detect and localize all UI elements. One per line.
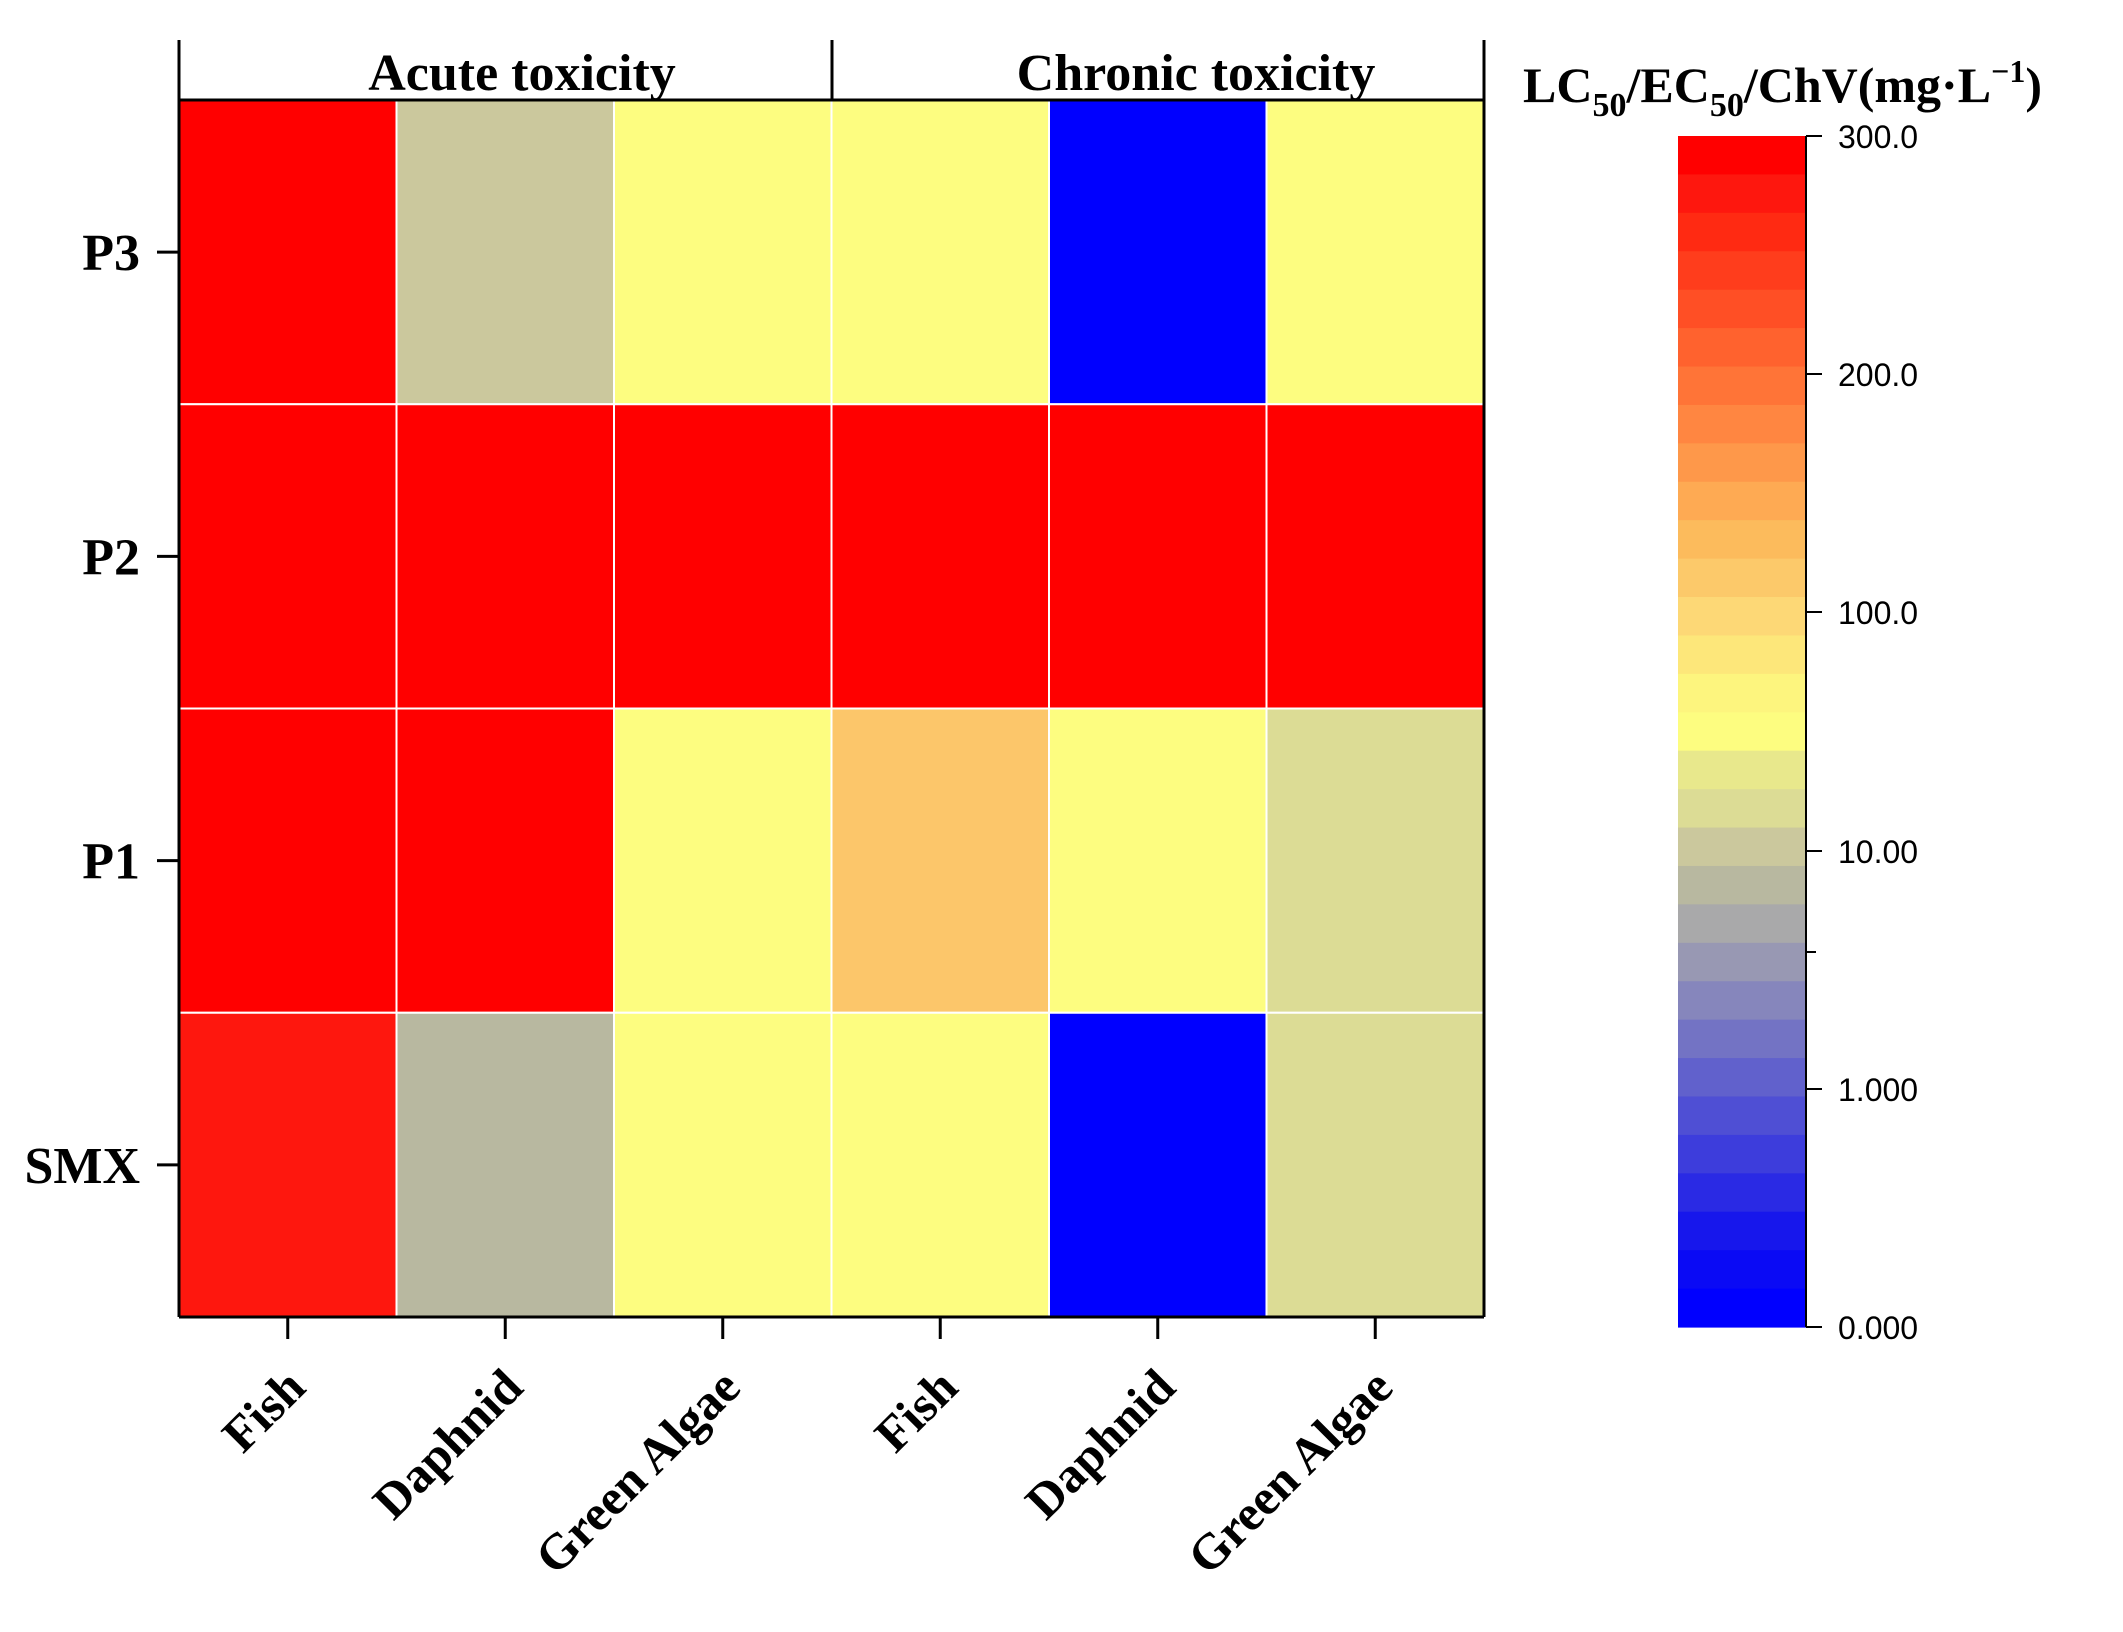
column-label: Green Algae [1177, 1358, 1403, 1584]
colorbar-tick-label: 200.0 [1838, 357, 1918, 393]
colorbar-segment [1678, 942, 1806, 982]
heatmap-cell [1265, 1011, 1485, 1318]
heatmap-cell [613, 403, 833, 710]
heatmap-cell [178, 1011, 398, 1318]
plot-frame [177, 40, 1486, 1319]
colorbar-segment [1678, 1250, 1806, 1290]
group-label-acute: Acute toxicity [368, 45, 676, 102]
heatmap-cell [830, 1011, 1050, 1318]
column-label: Fish [864, 1358, 969, 1463]
colorbar-segment [1678, 1173, 1806, 1213]
group-label-chronic: Chronic toxicity [1017, 45, 1376, 102]
colorbar-segment [1678, 1134, 1806, 1174]
colorbar-segment [1678, 481, 1806, 521]
heatmap-cell [178, 707, 398, 1014]
heatmap-cell [178, 403, 398, 710]
heatmap-cell [178, 99, 398, 406]
colorbar-segment [1678, 251, 1806, 291]
colorbar: 300.0 200.0 100.0 10.00 1.000 0.000 LC50/EC50… [1523, 53, 2042, 1346]
colorbar-tick-label: 0.000 [1838, 1310, 1918, 1346]
heatmap-cells [178, 99, 1485, 1318]
heatmap-cell [613, 707, 833, 1014]
colorbar-segment [1678, 212, 1806, 252]
colorbar-segment [1678, 404, 1806, 444]
colorbar-gradient [1678, 136, 1806, 1328]
heatmap-cell [395, 707, 615, 1014]
colorbar-tick-label: 100.0 [1838, 595, 1918, 631]
colorbar-segment [1678, 712, 1806, 752]
colorbar-segment [1678, 289, 1806, 329]
column-label: Fish [211, 1358, 316, 1463]
colorbar-segment [1678, 558, 1806, 598]
colorbar-ticks: 300.0 200.0 100.0 10.00 1.000 0.000 [1806, 119, 1918, 1346]
colorbar-title: LC50/EC50/ChV(mg·L−1) [1523, 53, 2042, 124]
heatmap-cell [1265, 403, 1485, 710]
heatmap-cell [395, 1011, 615, 1318]
heatmap-cell [1048, 99, 1268, 406]
colorbar-segment [1678, 174, 1806, 214]
colorbar-segment [1678, 136, 1806, 176]
heatmap-cell [613, 1011, 833, 1318]
heatmap-cell [1048, 707, 1268, 1014]
colorbar-segment [1678, 443, 1806, 483]
heatmap-cell [1048, 403, 1268, 710]
colorbar-segment [1678, 673, 1806, 713]
colorbar-segment [1678, 827, 1806, 867]
heatmap-cell [830, 403, 1050, 710]
colorbar-tick-label: 300.0 [1838, 119, 1918, 155]
axis-ticks [157, 250, 1377, 1339]
row-label: P2 [82, 529, 140, 586]
colorbar-segment [1678, 328, 1806, 368]
colorbar-segment [1678, 750, 1806, 790]
colorbar-segment [1678, 981, 1806, 1021]
heatmap-cell [830, 99, 1050, 406]
group-labels: Acute toxicity Chronic toxicity [368, 45, 1375, 102]
row-label: P1 [82, 834, 140, 891]
heatmap-cell [395, 99, 615, 406]
heatmap-cell [1265, 707, 1485, 1014]
heatmap-cell [1265, 99, 1485, 406]
colorbar-segment [1678, 366, 1806, 406]
colorbar-segment [1678, 904, 1806, 944]
colorbar-segment [1678, 520, 1806, 560]
column-label: Green Algae [524, 1358, 750, 1584]
colorbar-tick-label: 10.00 [1838, 834, 1918, 870]
row-label: SMX [24, 1138, 140, 1195]
row-label: P3 [82, 225, 140, 282]
row-labels: P3 P2 P1 SMX [24, 225, 140, 1195]
colorbar-segment [1678, 1288, 1806, 1328]
colorbar-segment [1678, 597, 1806, 637]
colorbar-segment [1678, 1019, 1806, 1059]
heatmap-cell [830, 707, 1050, 1014]
colorbar-segment [1678, 635, 1806, 675]
colorbar-segment [1678, 1211, 1806, 1251]
colorbar-segment [1678, 865, 1806, 905]
heatmap-cell [395, 403, 615, 710]
colorbar-segment [1678, 789, 1806, 829]
colorbar-segment [1678, 1058, 1806, 1098]
heatmap-cell [613, 99, 833, 406]
heatmap-cell [1048, 1011, 1268, 1318]
column-label: Daphnid [1014, 1358, 1185, 1529]
column-label: Daphnid [362, 1358, 533, 1529]
colorbar-segment [1678, 1096, 1806, 1136]
colorbar-tick-label: 1.000 [1838, 1072, 1918, 1108]
